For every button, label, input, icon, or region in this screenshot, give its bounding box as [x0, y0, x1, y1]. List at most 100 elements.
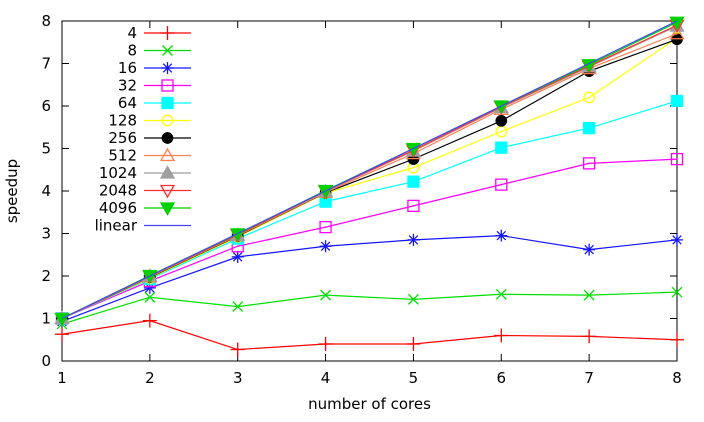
series-linear [61, 20, 678, 320]
series-512-line [61, 33, 678, 320]
legend-label-32: 32 [118, 77, 137, 95]
square-marker [582, 157, 596, 170]
marker-center-dot [166, 189, 169, 192]
marker-center-dot [236, 245, 239, 248]
square-marker [495, 141, 508, 154]
marker-center-dot [412, 166, 415, 169]
marker-center-dot [588, 162, 591, 165]
x-tick-label: 6 [497, 369, 507, 387]
legend-label-linear: linear [95, 217, 138, 235]
square-marker [407, 175, 420, 188]
y-tick-label: 4 [41, 182, 51, 200]
legend-entry-linear: linear [95, 217, 191, 235]
legend-label-2048: 2048 [99, 182, 137, 200]
legend-entry-256: 256 [108, 129, 191, 147]
legend-entry-128: 128 [108, 112, 191, 130]
series-linear-line [61, 20, 678, 320]
series-128-line [61, 37, 678, 320]
x-tick-label: 2 [145, 369, 155, 387]
legend-entry-64: 64 [118, 94, 191, 112]
square-marker [670, 94, 684, 108]
y-tick-label: 8 [41, 12, 51, 30]
circle-marker [583, 91, 595, 104]
marker-center-dot [166, 84, 169, 87]
plus-marker [406, 337, 421, 351]
marker-center-dot [588, 96, 591, 99]
circle-marker [495, 125, 508, 138]
marker-center-dot [166, 154, 169, 157]
legend-label-256: 256 [108, 129, 137, 147]
marker-center-dot [166, 119, 169, 122]
asterisk-marker [583, 243, 596, 256]
circle-marker [161, 114, 174, 127]
cross-marker [583, 289, 595, 301]
legend-label-128: 128 [108, 112, 137, 130]
square-marker [161, 79, 174, 92]
square-marker [582, 121, 596, 135]
y-tick-label: 3 [41, 225, 51, 243]
series-8-line [61, 291, 678, 325]
cross-marker [162, 45, 173, 56]
asterisk-marker [671, 233, 683, 246]
cross-marker [320, 289, 332, 301]
y-tick-label: 7 [41, 55, 51, 73]
legend-entry-1024: 1024 [99, 164, 191, 182]
y-tick-label: 1 [41, 310, 51, 328]
marker-center-dot [500, 183, 503, 186]
square-marker [161, 96, 174, 110]
plus-marker [670, 332, 684, 347]
x-tick-label: 8 [672, 369, 682, 387]
triangle-up-marker [159, 147, 176, 162]
series-64-line [61, 100, 678, 320]
cross-marker [495, 288, 507, 300]
marker-center-dot [324, 226, 327, 229]
legend-entry-2048: 2048 [99, 182, 191, 200]
square-marker [319, 220, 332, 234]
square-marker [407, 199, 420, 213]
legend-label-64: 64 [118, 94, 137, 112]
y-tick-label: 6 [41, 97, 51, 115]
triangle-down-marker [159, 202, 176, 216]
plus-marker [142, 313, 157, 328]
asterisk-marker [407, 233, 420, 246]
cross-marker [232, 301, 244, 313]
asterisk-marker [231, 250, 244, 263]
legend-label-1024: 1024 [99, 164, 137, 182]
y-tick-label: 5 [41, 140, 51, 158]
square-marker [670, 152, 684, 166]
series-8 [56, 286, 683, 330]
asterisk-marker [319, 240, 332, 253]
triangle-up-marker [159, 165, 176, 179]
cross-marker [144, 291, 156, 303]
circle-marker [495, 115, 508, 127]
plus-marker [494, 328, 509, 343]
marker-center-dot [500, 130, 503, 133]
asterisk-marker [495, 229, 508, 242]
x-tick-label: 4 [321, 369, 331, 387]
series-16-line [61, 235, 678, 323]
marker-center-dot [676, 32, 678, 35]
asterisk-marker [161, 62, 174, 74]
plus-marker [230, 342, 245, 357]
legend-label-4096: 4096 [99, 199, 137, 217]
y-tick-label: 0 [41, 352, 51, 370]
series-4-line [61, 320, 678, 351]
series-32-line [61, 158, 678, 320]
triangle-up-marker [669, 25, 685, 40]
x-tick-label: 3 [233, 369, 243, 387]
marker-center-dot [676, 158, 678, 161]
cross-marker [407, 293, 419, 305]
marker-center-dot [412, 204, 415, 207]
legend-entry-32: 32 [118, 77, 191, 95]
x-tick-label: 1 [57, 369, 67, 387]
axis-ticks [61, 20, 678, 362]
x-axis-label: number of cores [308, 395, 431, 413]
legend-label-512: 512 [108, 147, 137, 165]
cross-marker [671, 286, 683, 298]
legend-entry-4096: 4096 [99, 199, 191, 217]
plus-marker [160, 26, 175, 40]
